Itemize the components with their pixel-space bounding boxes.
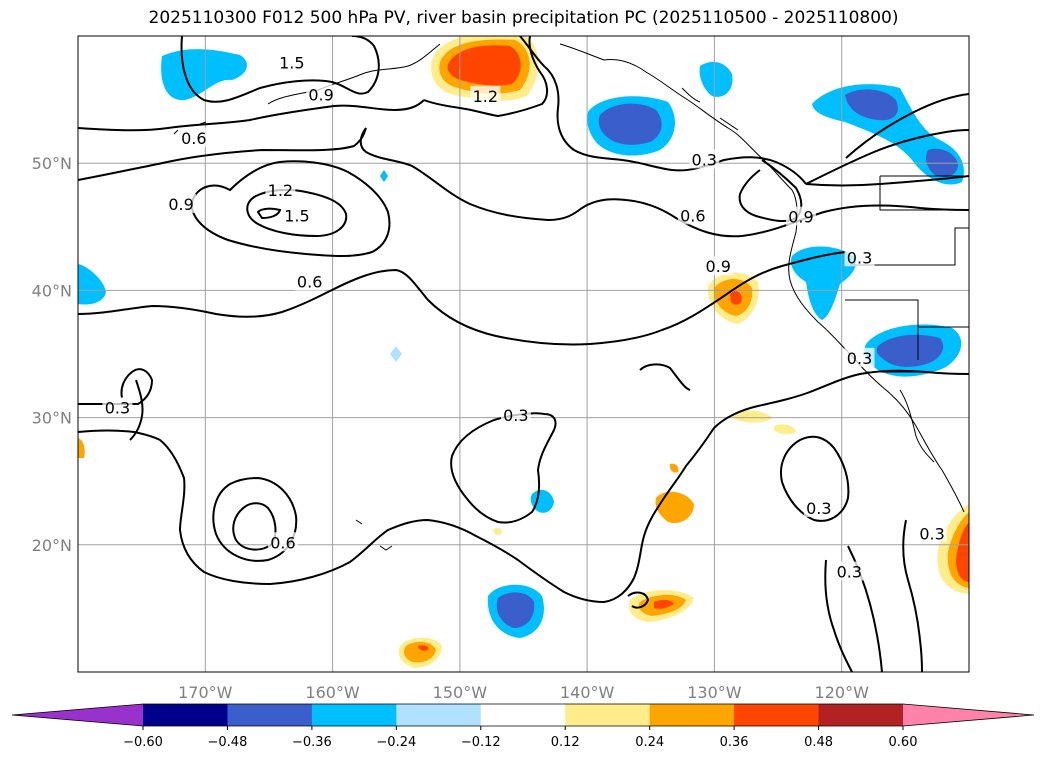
contour-label: 0.3 [806,499,831,518]
contour-label: 0.3 [837,563,862,582]
contour-label: 0.6 [680,206,705,225]
precip-shading [78,36,969,668]
colorbar-swatch [649,704,735,726]
contour-label-bg [500,405,531,425]
contour-label: 1.2 [268,181,293,200]
colorbar-tick-label: −0.24 [376,735,416,750]
contour-label-bg [281,205,312,225]
precip-negative-region [790,246,857,320]
contour-label: 0.3 [919,524,944,543]
colorbar-tick-label: 0.60 [889,735,918,750]
colorbar-swatch [480,704,566,726]
map-plot-area: 1.50.90.61.21.21.50.90.30.90.60.9 0.30.60… [78,36,969,672]
latitude-labels: 20°N 30°N 40°N 50°N [32,154,72,555]
contour-label-bg [267,532,298,552]
contour-label-bg [102,397,133,417]
contour-label: 0.3 [847,248,872,267]
contour-label-bg [166,193,197,213]
contour-label-bg [178,127,209,147]
colorbar-tick-label: 0.48 [804,735,833,750]
contour-label: 1.5 [284,206,309,225]
lat-tick-label: 40°N [32,281,72,300]
colorbar-extension-low [12,704,143,726]
colorbar-swatch [227,704,313,726]
colorbar-swatch [311,704,397,726]
contour-label-bg [306,84,337,104]
lon-tick-label: 140°W [560,683,615,702]
colorbar-swatch [565,704,651,726]
contour-label-bg [917,523,948,543]
map-frame [77,35,970,673]
contour-label: 0.6 [297,272,322,291]
contour-label-bg [785,206,816,226]
colorbar-swatch [143,704,228,726]
contour-label: 0.3 [847,349,872,368]
colorbar-swatch [734,704,820,726]
lat-tick-label: 50°N [32,154,72,173]
contour-label: 0.6 [181,129,206,148]
longitude-labels: 170°W 160°W 150°W 140°W 130°W 120°W [178,683,869,702]
lon-tick-label: 160°W [305,683,360,702]
contour-label-bg [689,149,720,169]
colorbar-tick-label: −0.60 [123,735,163,750]
contour-labels: 1.50.90.61.21.21.50.90.30.90.60.9 0.30.60… [102,52,948,582]
contour-label-bg [294,271,325,291]
coastlines [173,43,969,551]
contour-label: 0.9 [706,257,731,276]
contour-label: 0.9 [788,208,813,227]
contour-label-bg [844,347,875,367]
colorbar-swatch [818,704,904,726]
contour-label: 0.9 [308,86,333,105]
lon-tick-label: 150°W [433,683,488,702]
colorbar-tick-label: −0.48 [208,735,248,750]
colorbar-tick-label: 0.24 [635,735,664,750]
contour-label: 0.6 [270,533,295,552]
contour-label-bg [844,247,875,267]
colorbar-tick-label: −0.36 [292,735,332,750]
contour-label: 0.9 [168,195,193,214]
contour-label: 1.2 [473,87,498,106]
contour-label-bg [834,561,865,581]
colorbar-tick-label: 0.36 [720,735,749,750]
contour-label-bg [276,52,307,72]
colorbar-tick-label: 0.12 [551,735,580,750]
lat-tick-label: 20°N [32,536,72,555]
contour-label: 1.5 [279,54,304,73]
precip-positive-region [655,491,694,524]
lat-tick-label: 30°N [32,409,72,428]
precip-negative-region [78,264,106,305]
contour-label-bg [803,497,834,517]
contour-label-bg [703,256,734,276]
colorbar: −0.60 −0.48 −0.36 −0.24 −0.12 0.12 0.24 0.36 0.4… [11,703,1035,750]
contour-label-bg [265,179,296,199]
contour-label-bg [470,85,501,105]
contour-label: 0.3 [503,406,528,425]
precip-negative-region [812,84,964,185]
pv-contours [78,36,969,672]
contour-label: 0.3 [105,398,130,417]
lon-tick-label: 130°W [687,683,742,702]
colorbar-tick-label: −0.12 [461,735,501,750]
contour-label: 0.3 [692,150,717,169]
contour-label-bg [677,205,708,225]
lon-tick-label: 120°W [815,683,870,702]
lon-tick-label: 170°W [178,683,233,702]
colorbar-swatch [396,704,482,726]
colorbar-extension-high [903,704,1034,726]
page-title: 2025110300 F012 500 hPa PV, river basin … [148,8,899,28]
